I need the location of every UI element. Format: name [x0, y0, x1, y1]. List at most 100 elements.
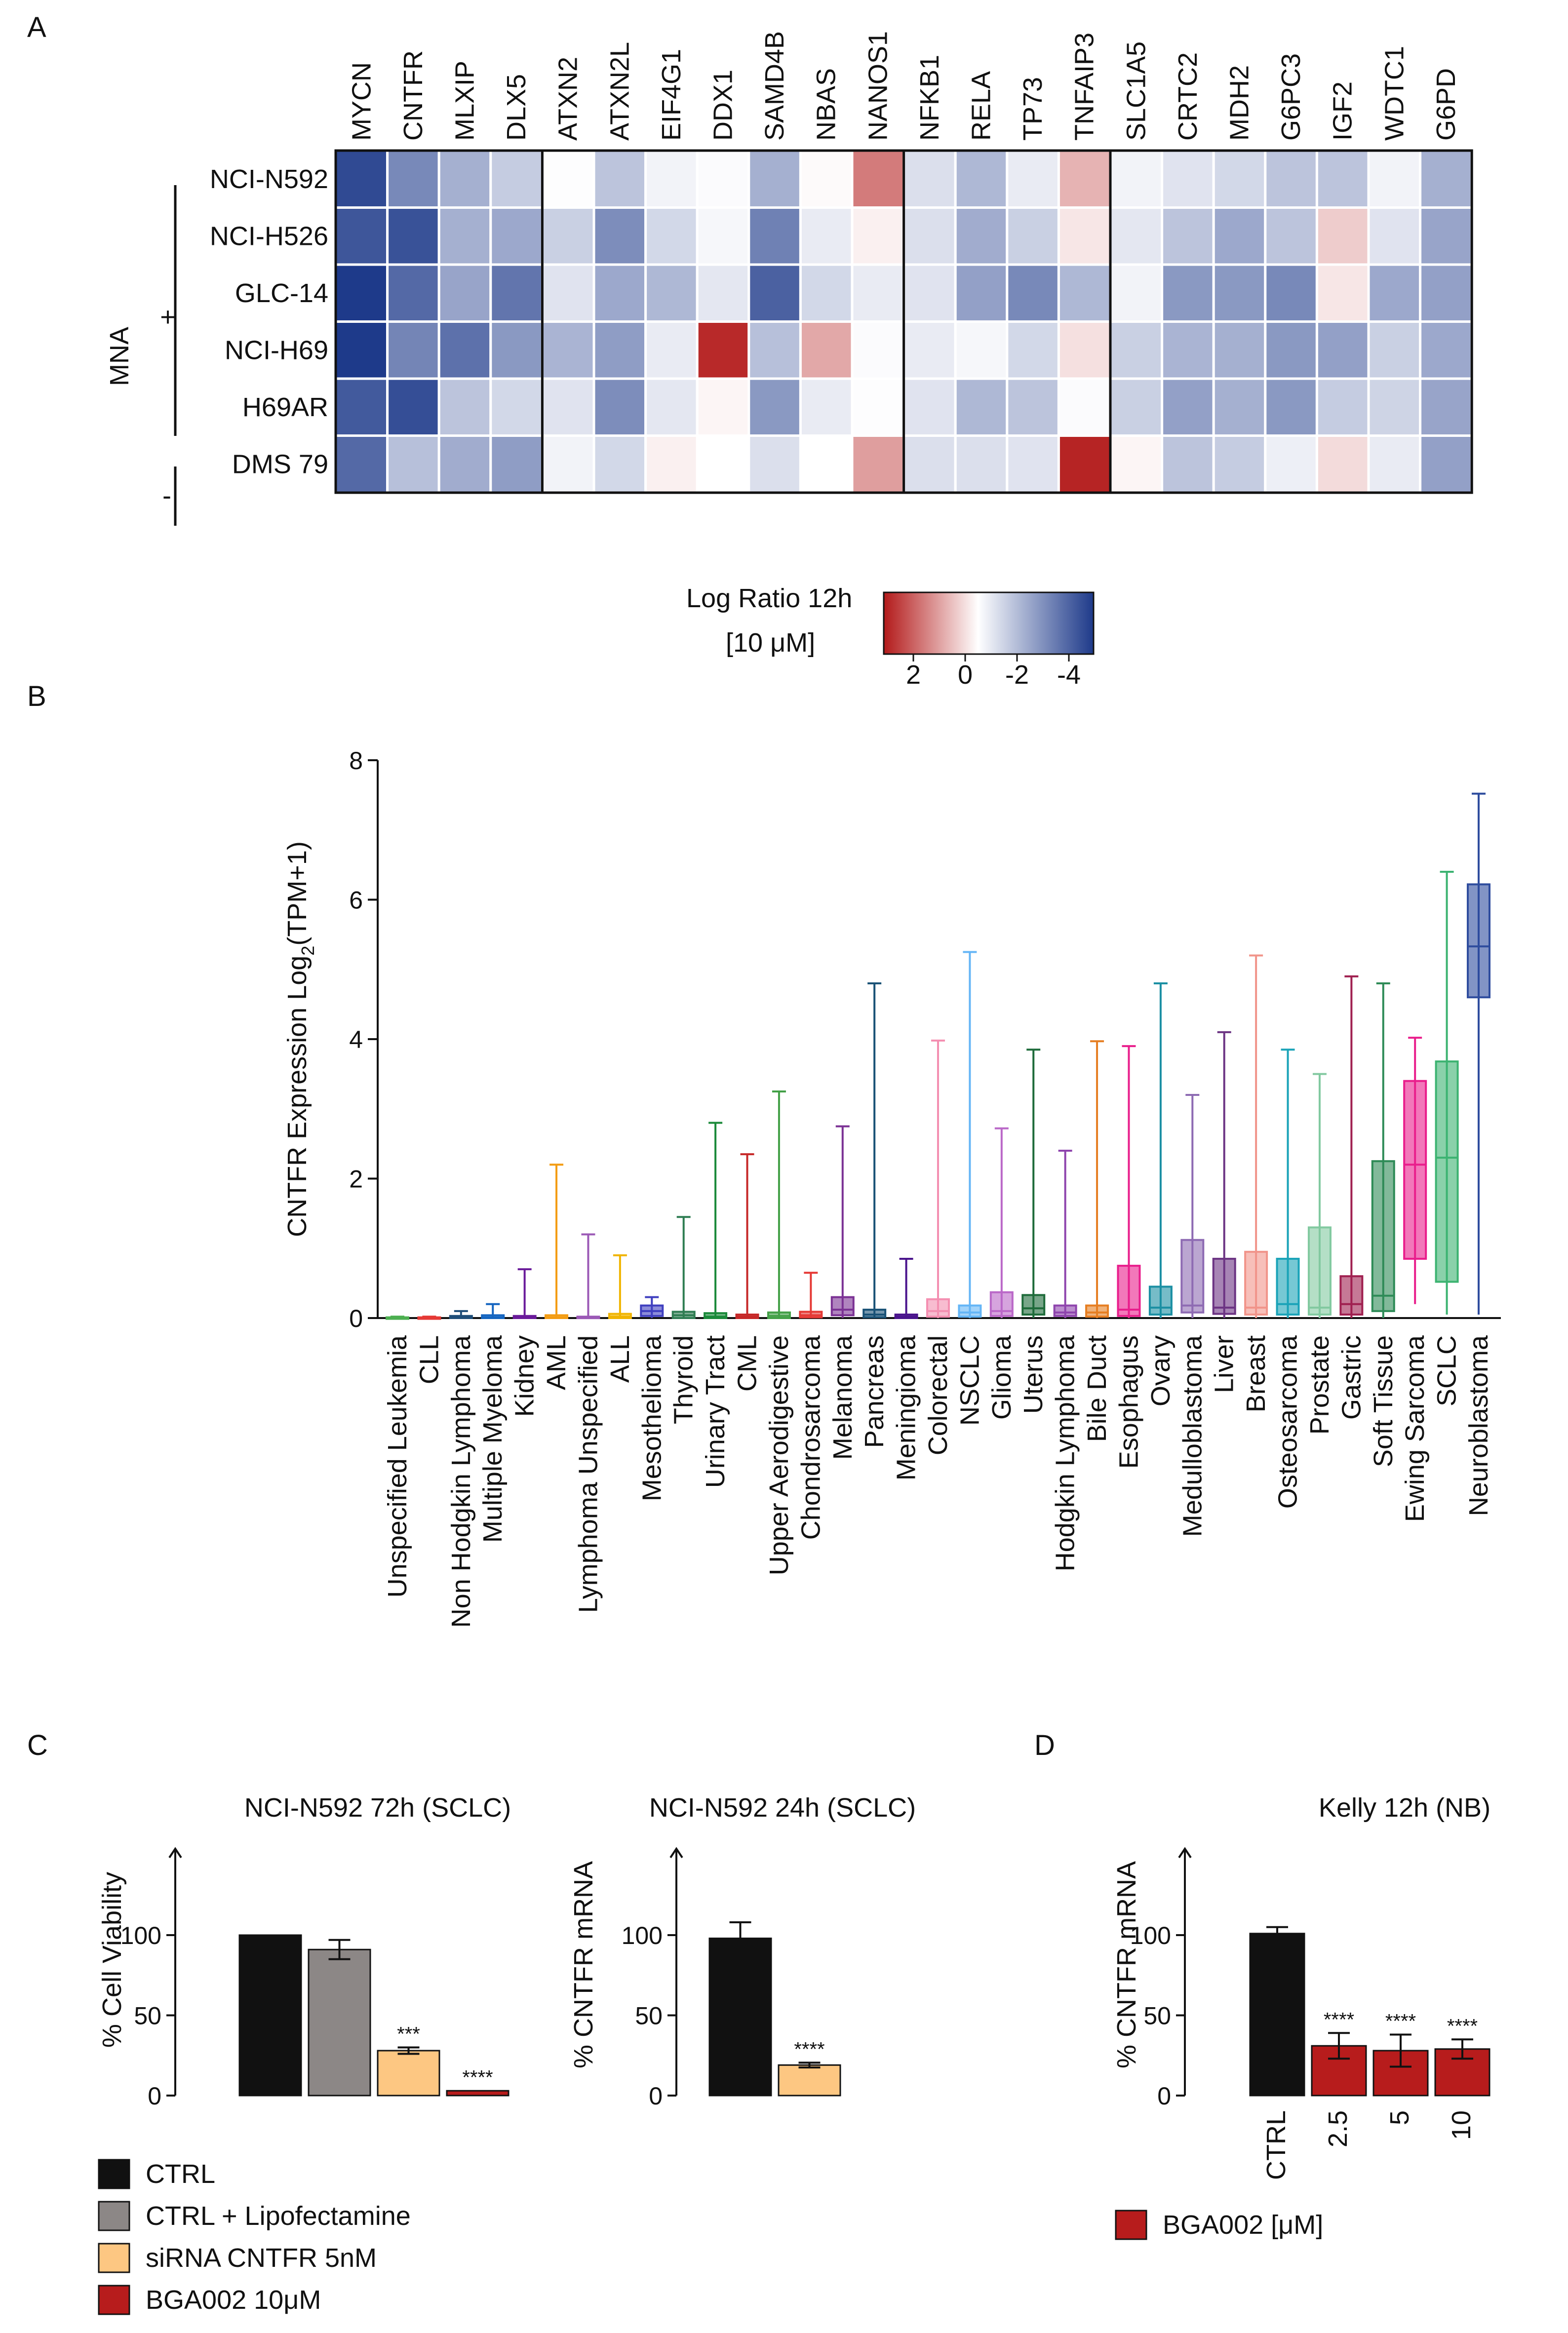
heatmap-cell — [851, 263, 905, 323]
y-tick-label: 4 — [349, 1026, 363, 1053]
x-category-label: Bile Duct — [1082, 1335, 1112, 1442]
box-kidney: Kidney — [510, 1268, 540, 1417]
box-unspecified-leukemia: Unspecified Leukemia — [383, 1316, 412, 1597]
box-uterus: Uterus — [1019, 1049, 1048, 1414]
box-multiple-myeloma: Multiple Myeloma — [478, 1303, 508, 1543]
heatmap-cell — [1419, 377, 1473, 437]
heatmap-cell — [696, 320, 750, 380]
box-pancreas: Pancreas — [860, 982, 889, 1448]
box-lymphoma-unspecified: Lymphoma Unspecified — [573, 1233, 603, 1613]
heatmap-cell — [1161, 149, 1215, 209]
heatmap-cell — [1367, 149, 1422, 209]
heatmap-cell — [1367, 263, 1422, 323]
box-osteosarcoma: Osteosarcoma — [1273, 1049, 1303, 1509]
heatmap-cell — [1419, 434, 1473, 494]
heatmap-cellline-label: NCI-H69 — [225, 335, 328, 365]
x-category-label: Urinary Tract — [701, 1335, 730, 1488]
bar-y-tick-label: 100 — [622, 1922, 663, 1949]
box-iqr — [1180, 1239, 1205, 1314]
heatmap-cell — [1315, 263, 1370, 323]
box-iqr — [704, 1312, 728, 1320]
heatmap-cell — [1212, 434, 1267, 494]
bar-y-tick-label: 0 — [148, 2082, 161, 2110]
heatmap-cell — [954, 320, 1009, 380]
x-category-label: Liver — [1210, 1335, 1239, 1393]
heatmap-gene-label: CNTFR — [398, 50, 428, 141]
heatmap-cell — [1367, 206, 1422, 266]
heatmap-cell — [1315, 320, 1370, 380]
bar-y-tick-label: 50 — [1143, 2002, 1171, 2030]
box-upper-aerodigestive: Upper Aerodigestive — [764, 1090, 794, 1575]
x-category-label: Kidney — [510, 1335, 540, 1417]
heatmap-cell — [1006, 206, 1060, 266]
legend-label: siRNA CNTFR 5nM — [146, 2243, 377, 2273]
heatmap-cell — [489, 263, 544, 323]
heatmap-cellline-label: DMS 79 — [232, 449, 328, 479]
bar — [1249, 1933, 1305, 2097]
heatmap-gene-label: ATXN2L — [605, 42, 634, 141]
heatmap-cell — [1161, 320, 1215, 380]
heatmap-cell — [592, 377, 647, 437]
heatmap-cell — [489, 149, 544, 209]
x-category-label: Non Hodgkin Lymphoma — [446, 1335, 476, 1628]
bar — [377, 2050, 440, 2097]
x-category-label: CML — [733, 1335, 762, 1392]
bar-y-axis-arrow — [168, 1847, 182, 1859]
bar-chart-kelly: Kelly 12h (NB) 0 50 100% CNTFR mRNA CTRL ****… — [1112, 1793, 1490, 2180]
legend-label: CTRL + Lipofectamine — [146, 2201, 411, 2231]
box-cll: CLL — [414, 1316, 444, 1384]
legend-title-line2: [10 μM] — [726, 628, 815, 658]
mna-plus-label: + — [160, 302, 176, 332]
legend-panel-d: BGA002 [μM] — [1115, 2210, 1323, 2240]
heatmap-cell — [799, 206, 854, 266]
x-category-label: ALL — [605, 1335, 635, 1383]
bar-y-tick-label: 100 — [120, 1922, 161, 1949]
heatmap-cellline-label: NCI-N592 — [210, 164, 328, 194]
bar — [238, 1934, 302, 2097]
heatmap-cell — [386, 206, 440, 266]
heatmap-cell — [1419, 263, 1473, 323]
heatmap-cell — [592, 263, 647, 323]
x-category-label: Chondrosarcoma — [796, 1335, 825, 1540]
box-bile-duct: Bile Duct — [1082, 1040, 1112, 1442]
heatmap-cell — [696, 206, 750, 266]
x-category-label: Upper Aerodigestive — [764, 1335, 794, 1575]
box-iqr — [1148, 1285, 1173, 1316]
x-category-label: Meningioma — [892, 1335, 921, 1480]
heatmap-cell — [541, 206, 595, 266]
boxplot-panel: 0 2 4 6 8 CNTFR Expression Log2(TPM+1) Unspeci… — [282, 747, 1501, 1628]
x-category-label: Soft Tissue — [1369, 1335, 1398, 1467]
bar-y-tick-label: 0 — [1157, 2082, 1171, 2110]
box-iqr — [1371, 1160, 1395, 1312]
heatmap-cell — [437, 434, 492, 494]
heatmap-cell — [1212, 206, 1267, 266]
box-iqr — [989, 1291, 1014, 1317]
heatmap-cell — [1212, 320, 1267, 380]
bar — [778, 2064, 841, 2097]
heatmap-cell — [902, 206, 957, 266]
heatmap-cell — [851, 206, 905, 266]
heatmap-cell — [1006, 434, 1060, 494]
y-tick-label: 8 — [349, 747, 363, 775]
bar-y-tick-label: 0 — [649, 2082, 663, 2110]
heatmap-cell — [1057, 263, 1112, 323]
heatmap-cell — [644, 206, 699, 266]
heatmap-cell — [334, 377, 389, 437]
heatmap-cell — [1057, 149, 1112, 209]
bar-y-axis-arrow — [669, 1847, 683, 1859]
heatmap-cell — [747, 149, 802, 209]
heatmap-cell — [851, 149, 905, 209]
box-gastric: Gastric — [1336, 975, 1366, 1420]
bar-chart-viability: NCI-N592 72h (SCLC) 0 50 100% Cell Viabilit… — [97, 1793, 511, 2110]
x-category-label: Lymphoma Unspecified — [573, 1335, 603, 1613]
x-category-label: CLL — [414, 1335, 444, 1384]
box-hodgkin-lymphoma: Hodgkin Lymphoma — [1051, 1150, 1080, 1571]
box-ewing-sarcoma: Ewing Sarcoma — [1400, 1037, 1430, 1522]
heatmap-cell — [696, 149, 750, 209]
mna-minus-label: - — [162, 481, 171, 510]
heatmap-cell — [386, 149, 440, 209]
heatmap-cell — [1057, 377, 1112, 437]
box-sclc: SCLC — [1432, 871, 1462, 1406]
box-medulloblastoma: Medulloblastoma — [1177, 1094, 1207, 1537]
